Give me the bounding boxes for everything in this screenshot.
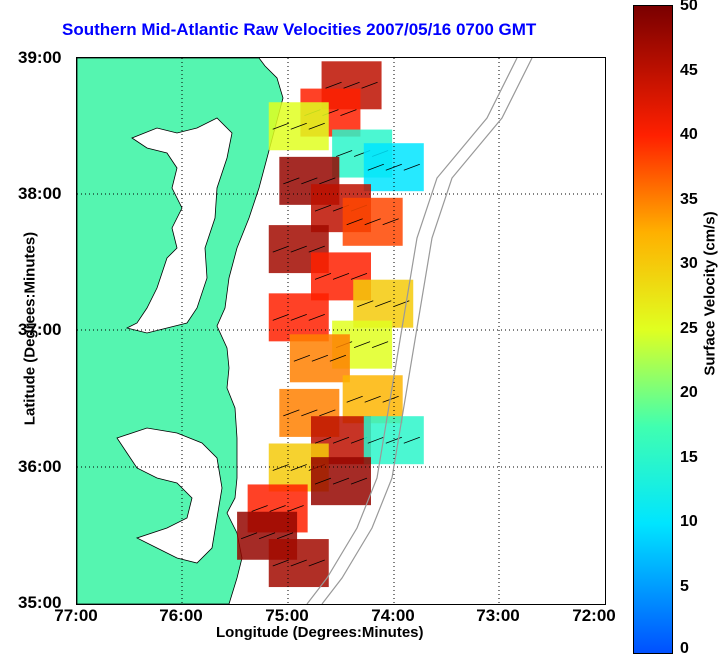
velocity-arrow [283,409,300,417]
velocity-arrow [314,273,332,280]
velocity-arrow [361,81,378,89]
colorbar-tick: 15 [680,449,698,466]
velocity-arrow [332,477,350,485]
velocity-arrow [367,436,384,444]
map-svg [77,58,605,604]
velocity-arrow [319,177,336,185]
y-tick: 38:00 [18,184,62,203]
velocity-arrow [272,464,289,471]
velocity-arrow [272,245,289,253]
velocity-arrow [325,81,342,89]
x-tick: 76:00 [159,606,203,625]
colorbar-tick: 40 [680,126,698,143]
velocity-arrow [290,245,307,253]
colorbar-tick: 0 [680,640,689,657]
colorbar-tick: 25 [680,320,698,337]
isobath [321,58,533,604]
velocity-arrow [332,273,350,280]
colorbar-tick: 35 [680,191,698,208]
velocity-arrow [353,341,371,349]
y-axis-label: Latitude (Degrees:Minutes) [21,231,39,426]
colorbar-tick: 45 [680,62,698,79]
chart-title: Southern Mid-Atlantic Raw Velocities 200… [62,20,537,39]
velocity-arrow [329,354,347,362]
velocity-arrow [319,409,336,417]
velocity-arrow [340,109,357,116]
velocity-arrow [293,354,311,362]
grid [77,58,605,604]
velocity-arrow [350,477,368,485]
velocity-arrow [335,150,353,157]
velocity-arrow [308,245,325,253]
velocity-arrow [364,218,381,226]
velocity-arrow [272,122,289,130]
colorbar-tick: 20 [680,384,698,401]
y-tick: 36:00 [18,457,62,476]
isobath [306,58,518,604]
x-axis-label: Longitude (Degrees:Minutes) [216,624,424,641]
colorbar-gradient [634,6,672,653]
velocity-arrow [290,559,307,567]
velocity-arrow [258,532,276,540]
colorbar-tick: 30 [680,255,698,272]
x-tick: 72:00 [572,606,616,625]
velocity-arrow [314,477,332,485]
velocity-arrow [290,313,307,321]
velocity-arrow [301,409,318,417]
velocity-arrow [251,505,268,512]
x-tick: 74:00 [371,606,415,625]
velocity-arrow [301,177,318,185]
velocity-arrow [308,313,325,321]
velocity-arrow [343,81,360,89]
velocity-arrow [346,395,363,403]
velocity-arrow [364,395,381,403]
x-tick: 75:00 [265,606,309,625]
velocity-arrow [371,341,389,349]
velocity-arrow [308,122,325,130]
velocity-arrow [290,464,307,471]
map-panel [76,57,606,605]
velocity-arrow [403,163,420,171]
velocity-arrow [314,204,332,212]
velocity-arrow [308,559,325,567]
velocity-arrow [287,505,304,512]
velocity-arrow [269,505,286,512]
velocity-arrow [385,163,402,171]
velocity-arrow [314,436,332,444]
x-tick: 77:00 [54,606,98,625]
y-tick: 37:00 [18,320,62,339]
velocity-arrow [382,218,399,226]
velocity-arrow [357,300,374,308]
velocity-field [237,61,424,588]
pamlico-sound [116,427,223,564]
velocity-arrow [240,532,258,540]
velocity-arrow [276,532,294,540]
velocity-arrow [350,273,368,280]
y-tick: 39:00 [18,48,62,67]
colorbar-tick: 50 [680,0,698,14]
velocity-arrow [375,300,392,308]
colorbar-label: Surface Velocity (cm/s) [701,211,719,376]
velocity-arrow [332,436,350,444]
velocity-arrow [272,559,289,567]
y-tick: 35:00 [18,593,62,612]
velocity-arrow [311,354,329,362]
velocity-arrow [290,122,307,130]
colorbar [633,5,673,654]
velocity-arrow [346,218,363,226]
velocity-arrow [403,436,420,444]
x-tick: 73:00 [476,606,520,625]
velocity-arrow [272,313,289,321]
velocity-arrow [283,177,300,185]
colorbar-tick: 5 [680,578,689,595]
velocity-arrow [367,163,384,171]
colorbar-tick: 10 [680,513,698,530]
